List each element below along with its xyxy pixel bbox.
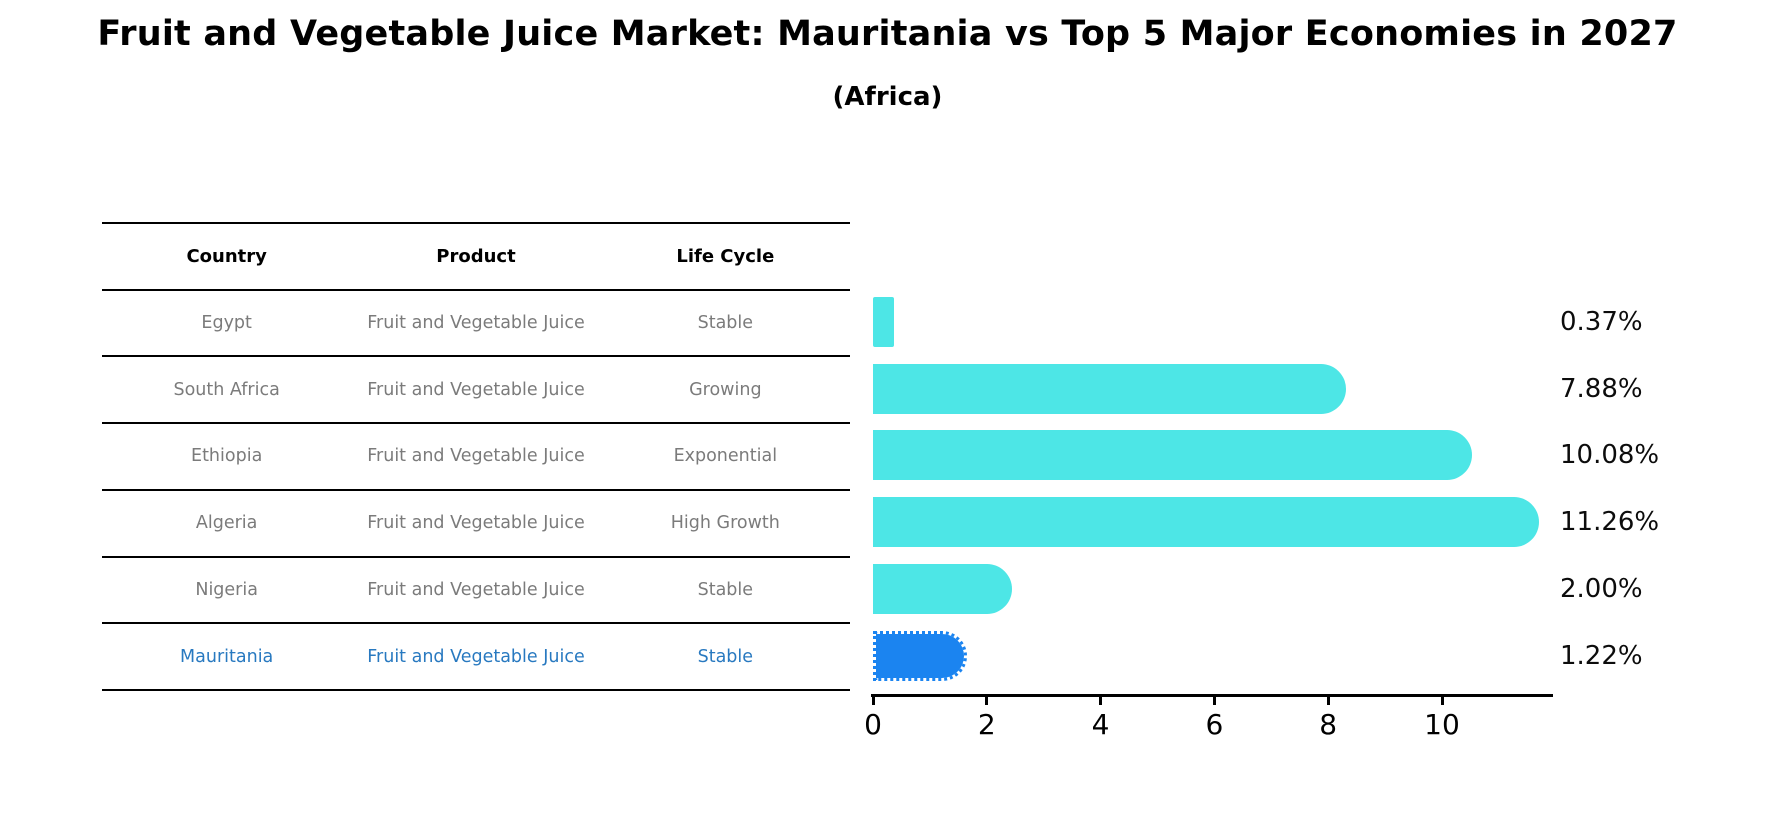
chart-title: Fruit and Vegetable Juice Market: Maurit… — [97, 14, 1678, 54]
tick-label: 4 — [1091, 708, 1110, 741]
product-cell: Fruit and Vegetable Juice — [367, 646, 585, 667]
tick-label: 8 — [1319, 708, 1338, 741]
tick-label: 10 — [1424, 708, 1460, 741]
chart-subtitle: (Africa) — [832, 82, 943, 112]
table-row-nigeria: Nigeria Fruit and Vegetable Juice Stable — [102, 555, 850, 623]
column-header-lifecycle: Life Cycle — [676, 245, 775, 267]
country-cell: Nigeria — [195, 579, 258, 600]
country-cell: Ethiopia — [191, 446, 263, 467]
product-cell: Fruit and Vegetable Juice — [367, 313, 585, 334]
value-label-algeria: 11.26% — [1560, 507, 1660, 538]
tick-mark — [1099, 694, 1103, 705]
tick-label: 0 — [864, 708, 882, 741]
tick-mark — [1440, 694, 1444, 705]
lifecycle-cell: Exponential — [673, 446, 778, 467]
table-row-egypt: Egypt Fruit and Vegetable Juice Stable — [102, 288, 850, 356]
lifecycle-cell: Stable — [697, 646, 754, 667]
lifecycle-cell: High Growth — [670, 513, 780, 534]
value-label-south-africa: 7.88% — [1560, 373, 1643, 404]
bar-nigeria — [873, 563, 1012, 614]
product-cell: Fruit and Vegetable Juice — [367, 513, 585, 534]
table-header-row: Country Product Life Cycle — [102, 222, 850, 289]
country-cell: South Africa — [173, 379, 280, 400]
country-cell: Egypt — [201, 313, 252, 334]
lifecycle-cell: Stable — [697, 313, 754, 334]
table-row-mauritania: Mauritania Fruit and Vegetable Juice Sta… — [102, 622, 850, 689]
tick-label: 6 — [1205, 708, 1224, 741]
product-cell: Fruit and Vegetable Juice — [367, 379, 585, 400]
value-label-mauritania: 1.22% — [1560, 640, 1643, 671]
x-axis-line — [871, 694, 1553, 697]
tick-mark — [985, 694, 989, 705]
table-row-south-africa: South Africa Fruit and Vegetable Juice G… — [102, 355, 850, 422]
tick-label: 2 — [977, 708, 996, 741]
country-cell: Mauritania — [180, 646, 274, 667]
country-table: Country Product Life Cycle Egypt Fruit a… — [102, 222, 850, 691]
value-label-egypt: 0.37% — [1560, 307, 1643, 338]
tick-mark — [1212, 694, 1216, 705]
bar-ethiopia — [873, 430, 1472, 481]
column-header-product: Product — [436, 245, 516, 267]
lifecycle-cell: Stable — [697, 579, 754, 600]
table-row-ethiopia: Ethiopia Fruit and Vegetable Juice Expon… — [102, 422, 850, 489]
tick-mark — [1326, 694, 1330, 705]
table-row-algeria: Algeria Fruit and Vegetable Juice High G… — [102, 488, 850, 556]
bar-algeria — [873, 497, 1539, 548]
bar-egypt — [873, 297, 895, 348]
column-header-country: Country — [186, 245, 267, 267]
bar-south-africa — [873, 363, 1347, 414]
product-cell: Fruit and Vegetable Juice — [367, 446, 585, 467]
bar-mauritania — [873, 630, 968, 681]
value-label-ethiopia: 10.08% — [1560, 440, 1660, 471]
country-cell: Algeria — [195, 513, 258, 534]
tick-mark — [871, 694, 875, 705]
lifecycle-cell: Growing — [689, 379, 762, 400]
product-cell: Fruit and Vegetable Juice — [367, 579, 585, 600]
value-label-nigeria: 2.00% — [1560, 573, 1643, 604]
